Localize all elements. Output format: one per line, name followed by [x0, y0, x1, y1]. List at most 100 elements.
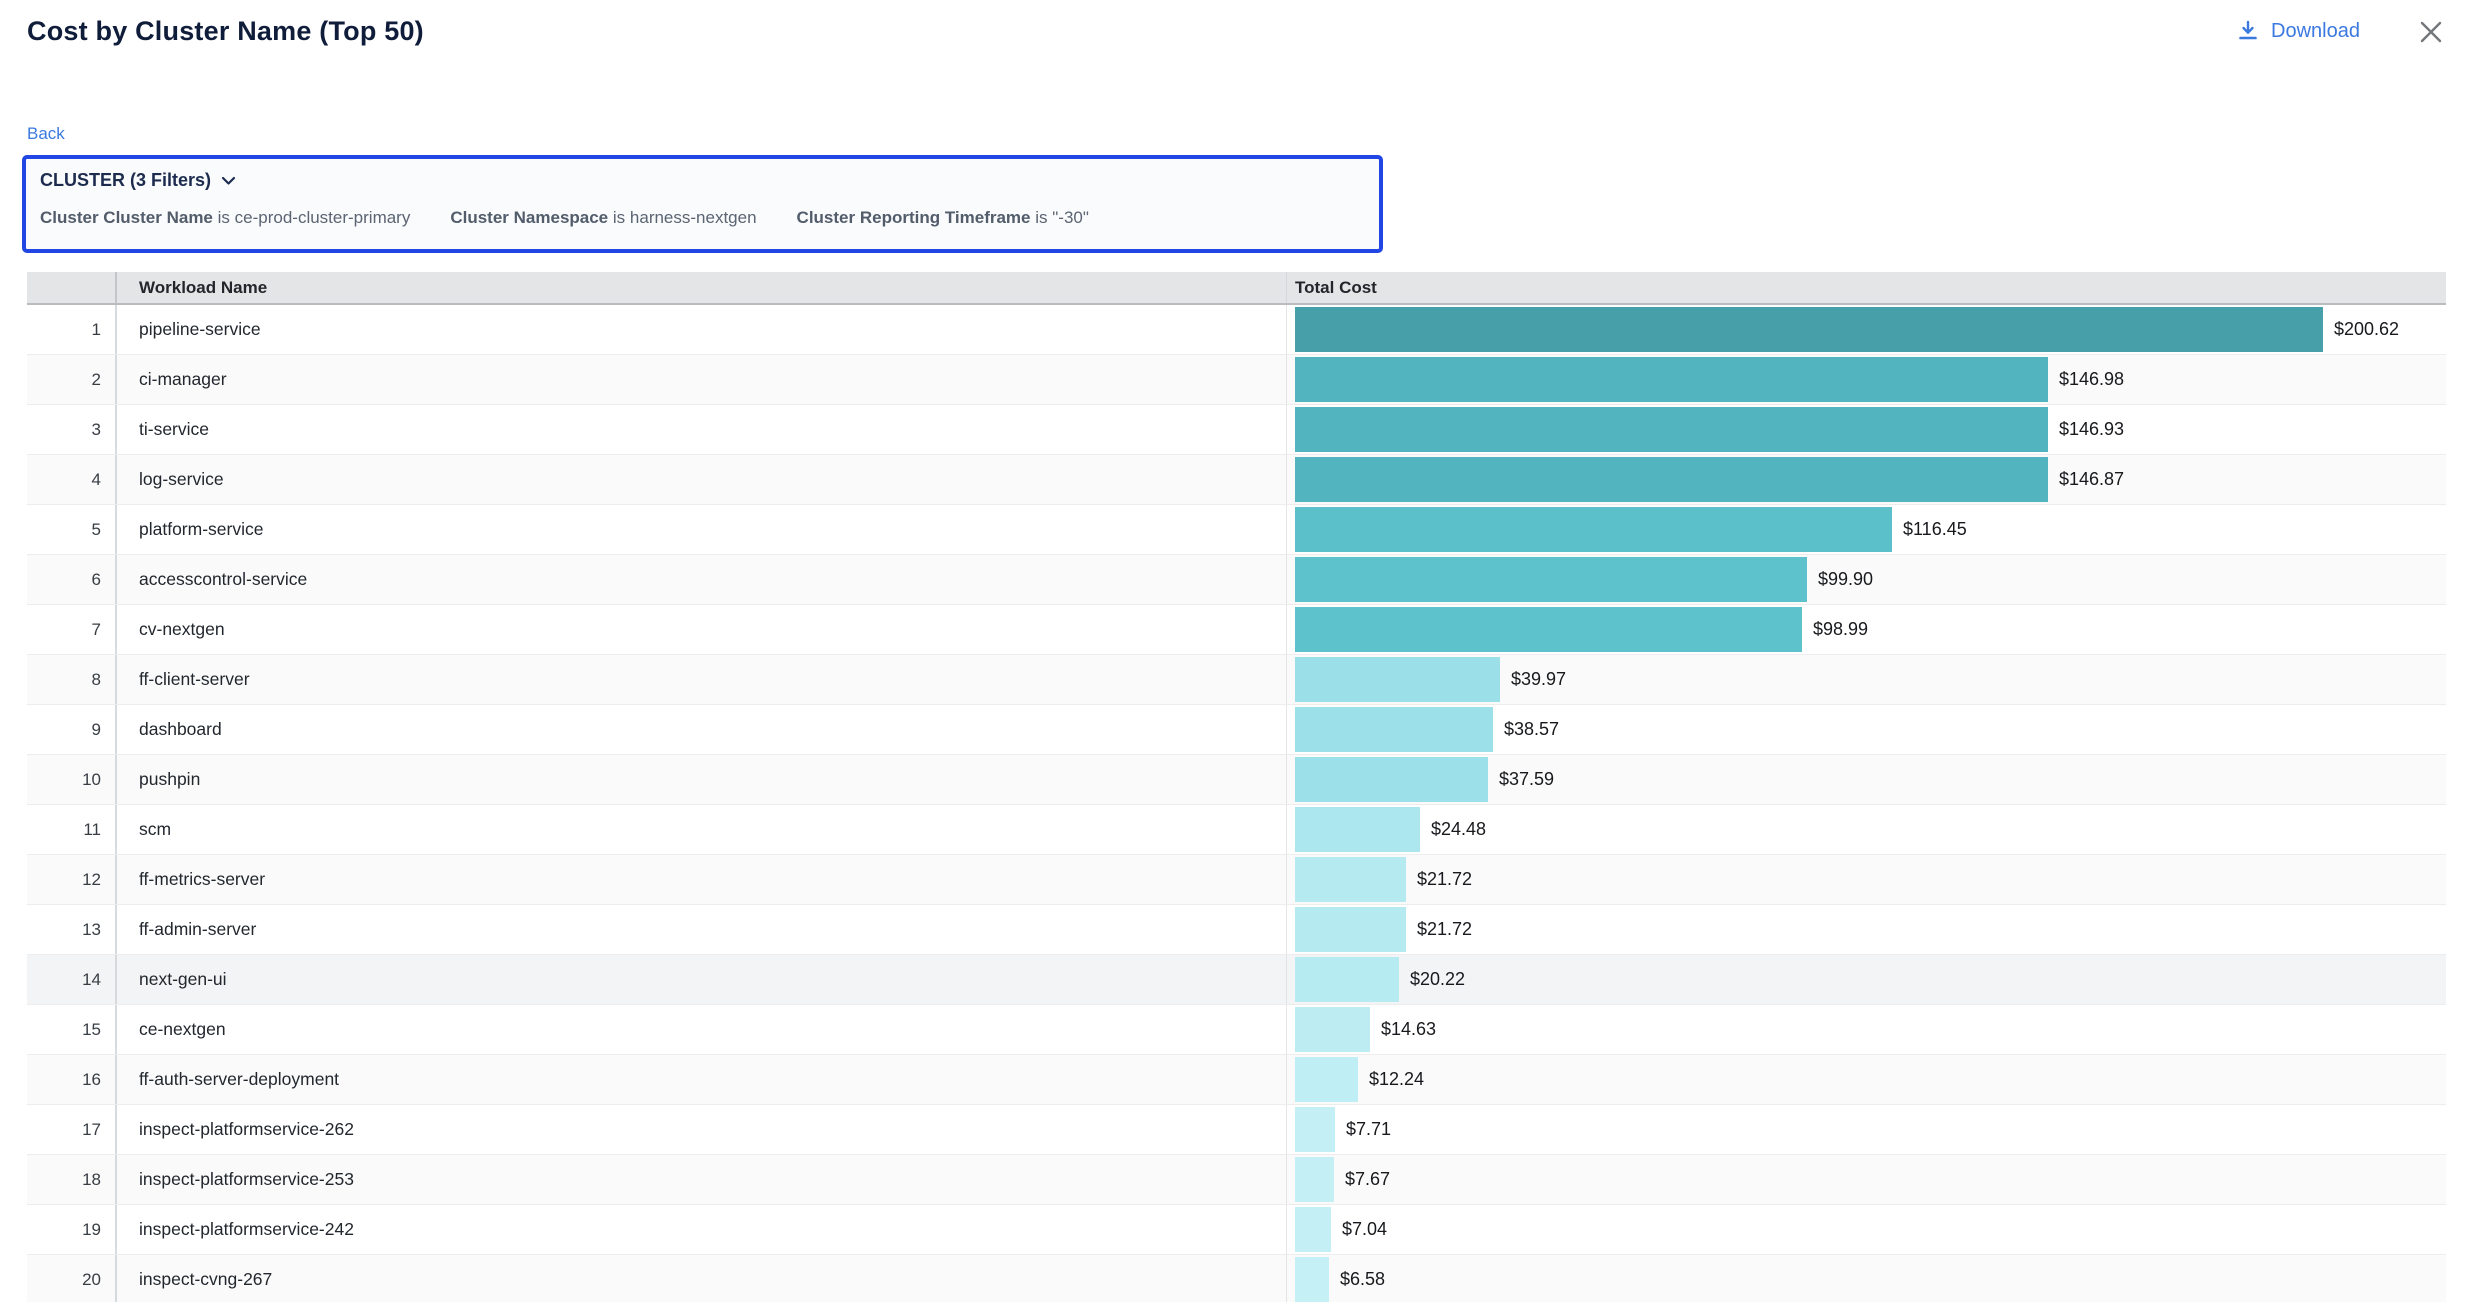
row-rank: 12	[27, 855, 117, 904]
table-row[interactable]: 13 ff-admin-server $21.72	[27, 905, 2446, 955]
rank-column-header	[27, 272, 117, 303]
cost-value: $24.48	[1431, 819, 1487, 839]
table-row[interactable]: 12 ff-metrics-server $21.72	[27, 855, 2446, 905]
cost-value: $6.58	[1340, 1269, 1386, 1289]
cost-value: $146.98	[2059, 369, 2125, 389]
workload-name: ff-client-server	[117, 655, 1287, 704]
table-row[interactable]: 10 pushpin $37.59	[27, 755, 2446, 805]
cost-value: $20.22	[1410, 969, 1466, 989]
workload-name: dashboard	[117, 705, 1287, 754]
header-actions: Download	[2237, 19, 2444, 45]
filter-field: Cluster Reporting Timeframe	[796, 208, 1031, 227]
table-row[interactable]: 19 inspect-platformservice-242 $7.04	[27, 1205, 2446, 1255]
total-cost-column-header: Total Cost	[1295, 277, 1377, 297]
row-rank: 10	[27, 755, 117, 804]
cost-bar	[1295, 607, 1802, 652]
workload-name: inspect-platformservice-242	[117, 1205, 1287, 1254]
cost-value: $38.57	[1504, 719, 1560, 739]
table-row[interactable]: 17 inspect-platformservice-262 $7.71	[27, 1105, 2446, 1155]
total-cost-cell: $24.48	[1287, 805, 2446, 854]
cost-table: Workload Name Total Cost 1 pipeline-servi…	[27, 272, 2446, 1302]
filter-operator: is	[1035, 208, 1048, 227]
total-cost-cell: $116.45	[1287, 505, 2446, 554]
row-rank: 7	[27, 605, 117, 654]
filter-value: harness-nextgen	[629, 208, 757, 227]
cost-value: $146.87	[2059, 469, 2125, 489]
cost-value: $21.72	[1417, 919, 1473, 939]
filter-clause-list: Cluster Cluster Name is ce-prod-cluster-…	[26, 191, 1379, 228]
cost-bar	[1295, 1207, 1331, 1252]
row-rank: 19	[27, 1205, 117, 1254]
total-cost-cell: $21.72	[1287, 905, 2446, 954]
filter-clause: Cluster Namespace is harness-nextgen	[450, 208, 756, 228]
cost-bar	[1295, 957, 1399, 1002]
modal-header: Cost by Cluster Name (Top 50) Download	[27, 16, 2444, 47]
row-rank: 3	[27, 405, 117, 454]
cost-bar	[1295, 757, 1488, 802]
workload-name: pushpin	[117, 755, 1287, 804]
total-cost-cell: $39.97	[1287, 655, 2446, 704]
cost-bar	[1295, 507, 1892, 552]
cost-value: $146.93	[2059, 419, 2125, 439]
table-row[interactable]: 14 next-gen-ui $20.22	[27, 955, 2446, 1005]
row-rank: 1	[27, 305, 117, 354]
table-row[interactable]: 4 log-service $146.87	[27, 455, 2446, 505]
filter-clause: Cluster Cluster Name is ce-prod-cluster-…	[40, 208, 410, 228]
close-icon	[2420, 21, 2442, 42]
row-rank: 5	[27, 505, 117, 554]
cost-value: $14.63	[1381, 1019, 1437, 1039]
total-cost-cell: $146.98	[1287, 355, 2446, 404]
workload-name: cv-nextgen	[117, 605, 1287, 654]
total-cost-cell: $99.90	[1287, 555, 2446, 604]
filter-group-toggle[interactable]: CLUSTER (3 Filters)	[26, 159, 236, 191]
total-cost-cell: $7.67	[1287, 1155, 2446, 1204]
total-cost-cell: $146.87	[1287, 455, 2446, 504]
cost-bar	[1295, 807, 1420, 852]
table-row[interactable]: 5 platform-service $116.45	[27, 505, 2446, 555]
row-rank: 6	[27, 555, 117, 604]
row-rank: 13	[27, 905, 117, 954]
cost-bar	[1295, 1107, 1335, 1152]
table-row[interactable]: 20 inspect-cvng-267 $6.58	[27, 1255, 2446, 1302]
table-row[interactable]: 8 ff-client-server $39.97	[27, 655, 2446, 705]
back-link[interactable]: Back	[27, 124, 65, 143]
row-rank: 15	[27, 1005, 117, 1054]
table-row[interactable]: 7 cv-nextgen $98.99	[27, 605, 2446, 655]
table-row[interactable]: 11 scm $24.48	[27, 805, 2446, 855]
total-cost-cell: $7.71	[1287, 1105, 2446, 1154]
download-button[interactable]: Download	[2237, 20, 2360, 44]
close-button[interactable]	[2418, 19, 2444, 45]
total-cost-cell: $20.22	[1287, 955, 2446, 1004]
workload-name: pipeline-service	[117, 305, 1287, 354]
filter-operator: is	[217, 208, 230, 227]
workload-name-column-header: Workload Name	[117, 272, 1287, 303]
table-row[interactable]: 18 inspect-platformservice-253 $7.67	[27, 1155, 2446, 1205]
workload-name: accesscontrol-service	[117, 555, 1287, 604]
cost-value: $21.72	[1417, 869, 1473, 889]
table-row[interactable]: 15 ce-nextgen $14.63	[27, 1005, 2446, 1055]
filter-group-label: CLUSTER (3 Filters)	[40, 170, 212, 190]
row-rank: 17	[27, 1105, 117, 1154]
table-row[interactable]: 3 ti-service $146.93	[27, 405, 2446, 455]
page-title: Cost by Cluster Name (Top 50)	[27, 16, 424, 46]
row-rank: 20	[27, 1255, 117, 1302]
cost-bar	[1295, 1157, 1334, 1202]
table-row[interactable]: 9 dashboard $38.57	[27, 705, 2446, 755]
total-cost-cell: $7.04	[1287, 1205, 2446, 1254]
cost-value: $7.67	[1345, 1169, 1391, 1189]
workload-name: ff-admin-server	[117, 905, 1287, 954]
row-rank: 8	[27, 655, 117, 704]
row-rank: 4	[27, 455, 117, 504]
filter-field: Cluster Namespace	[450, 208, 609, 227]
table-row[interactable]: 2 ci-manager $146.98	[27, 355, 2446, 405]
cost-bar	[1295, 357, 2048, 402]
cost-value: $39.97	[1511, 669, 1567, 689]
cost-value: $98.99	[1813, 619, 1869, 639]
row-rank: 9	[27, 705, 117, 754]
table-row[interactable]: 16 ff-auth-server-deployment $12.24	[27, 1055, 2446, 1105]
workload-name: log-service	[117, 455, 1287, 504]
table-row[interactable]: 1 pipeline-service $200.62	[27, 305, 2446, 355]
workload-name: ce-nextgen	[117, 1005, 1287, 1054]
table-row[interactable]: 6 accesscontrol-service $99.90	[27, 555, 2446, 605]
